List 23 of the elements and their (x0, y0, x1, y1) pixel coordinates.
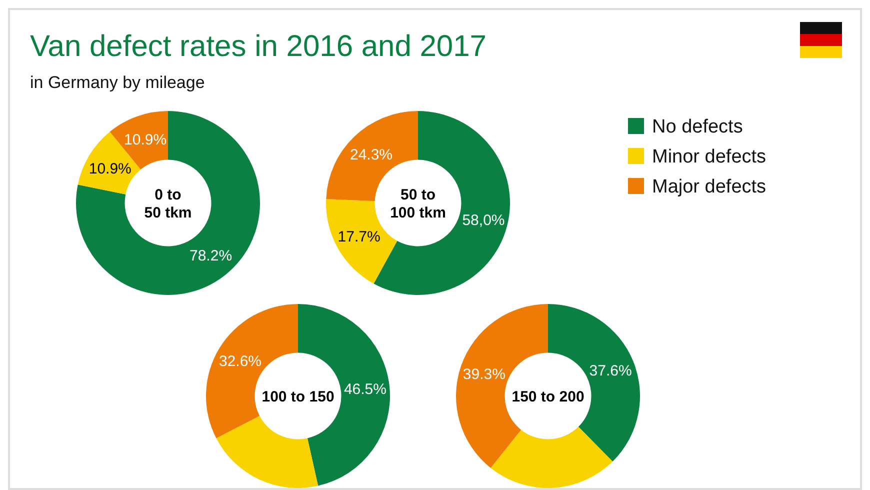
text: 0 to 50 tkm (144, 186, 192, 222)
donut-slice (76, 111, 260, 295)
text: 150 to 200 (512, 388, 584, 406)
data-label: 24.3% (350, 146, 393, 164)
text: 100 to 150 (262, 388, 334, 406)
data-label: 78.2% (190, 248, 232, 265)
donut-slice (490, 426, 613, 488)
text: 50 to 100 tkm (390, 186, 446, 222)
donut-slice (216, 416, 318, 488)
data-label: 32.6% (218, 353, 262, 370)
data-label: 10.9% (88, 160, 132, 178)
data-label: 17.7% (338, 228, 380, 246)
legend-label: Major defects (652, 176, 766, 198)
legend-label: Minor defects (652, 146, 766, 168)
text: Van defect rates in 2016 and 2017 (30, 30, 486, 63)
legend-label: No defects (652, 116, 743, 138)
data-label: 10.9% (124, 132, 167, 149)
data-label: 39.3% (462, 366, 506, 383)
text: in Germany by mileage (30, 73, 205, 92)
data-label: 58,0% (462, 212, 505, 230)
donut-slice (326, 111, 418, 202)
data-label: 37.6% (589, 362, 632, 380)
data-label: 46.5% (344, 380, 386, 398)
